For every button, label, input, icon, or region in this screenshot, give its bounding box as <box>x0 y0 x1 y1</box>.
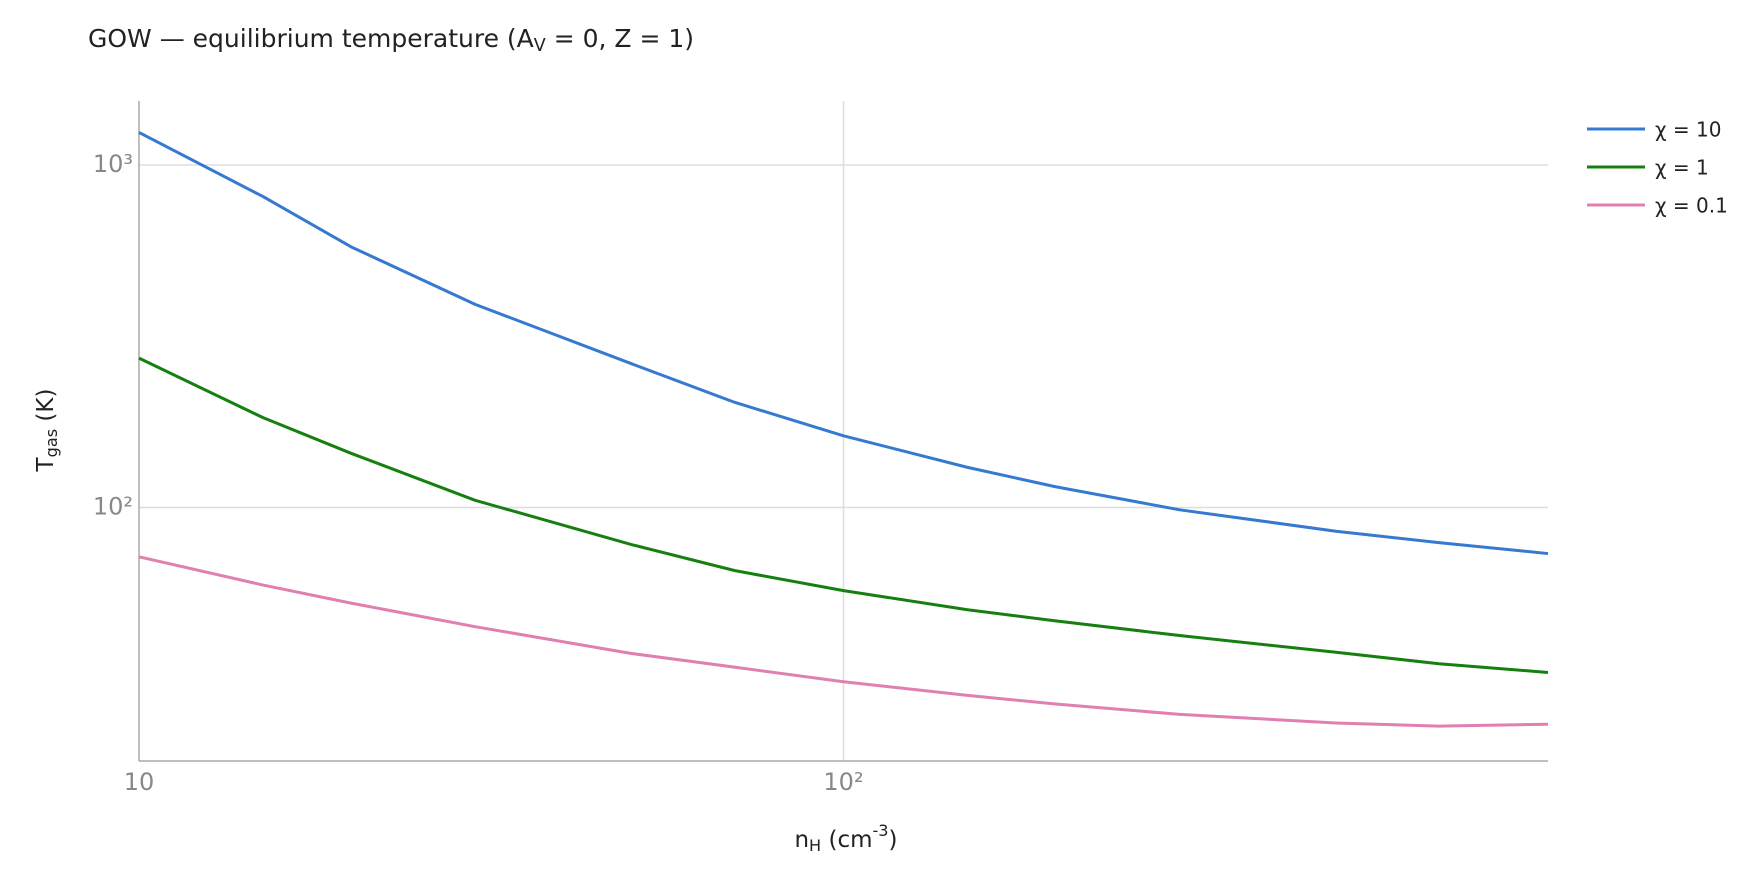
legend-label: χ = 10 <box>1655 118 1721 142</box>
legend-label: χ = 1 <box>1655 156 1709 180</box>
series-line <box>138 356 1549 674</box>
y-tick-label: 10² <box>93 493 133 521</box>
chart-title: GOW — equilibrium temperature (AV = 0, Z… <box>88 24 694 56</box>
series-line <box>138 555 1549 728</box>
y-tick-label: 10³ <box>93 150 133 178</box>
x-axis-label: nH (cm-3) <box>794 821 897 855</box>
x-tick-label: 10² <box>823 768 863 796</box>
series-line <box>138 131 1549 556</box>
legend-label: χ = 0.1 <box>1655 194 1728 218</box>
y-axis-label: Tgas (K) <box>33 389 61 473</box>
x-tick-label: 10 <box>124 768 155 796</box>
